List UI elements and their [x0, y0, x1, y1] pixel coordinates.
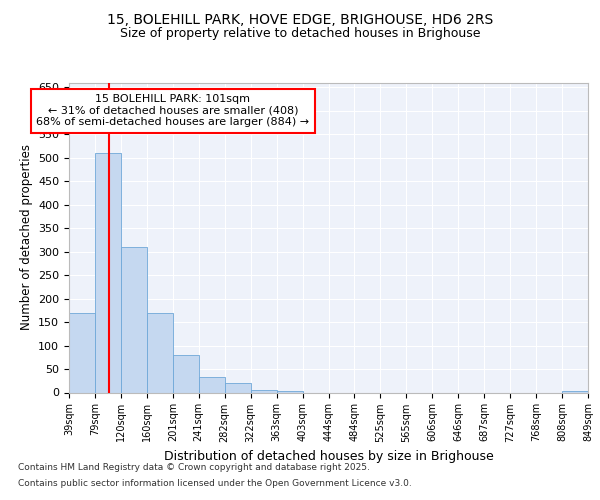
Bar [277, 391, 302, 392]
Text: 15, BOLEHILL PARK, HOVE EDGE, BRIGHOUSE, HD6 2RS: 15, BOLEHILL PARK, HOVE EDGE, BRIGHOUSE,… [107, 12, 493, 26]
Text: Size of property relative to detached houses in Brighouse: Size of property relative to detached ho… [120, 28, 480, 40]
Bar [173, 355, 199, 393]
Y-axis label: Number of detached properties: Number of detached properties [20, 144, 32, 330]
Bar [199, 378, 224, 392]
Bar [121, 247, 147, 392]
Bar [95, 153, 121, 392]
Text: Contains HM Land Registry data © Crown copyright and database right 2025.: Contains HM Land Registry data © Crown c… [18, 464, 370, 472]
Bar [69, 312, 95, 392]
Text: Contains public sector information licensed under the Open Government Licence v3: Contains public sector information licen… [18, 478, 412, 488]
Text: 15 BOLEHILL PARK: 101sqm
← 31% of detached houses are smaller (408)
68% of semi-: 15 BOLEHILL PARK: 101sqm ← 31% of detach… [36, 94, 310, 128]
Bar [251, 390, 277, 392]
Bar [147, 312, 173, 392]
Bar [562, 391, 588, 392]
Bar [225, 383, 251, 392]
X-axis label: Distribution of detached houses by size in Brighouse: Distribution of detached houses by size … [164, 450, 493, 463]
